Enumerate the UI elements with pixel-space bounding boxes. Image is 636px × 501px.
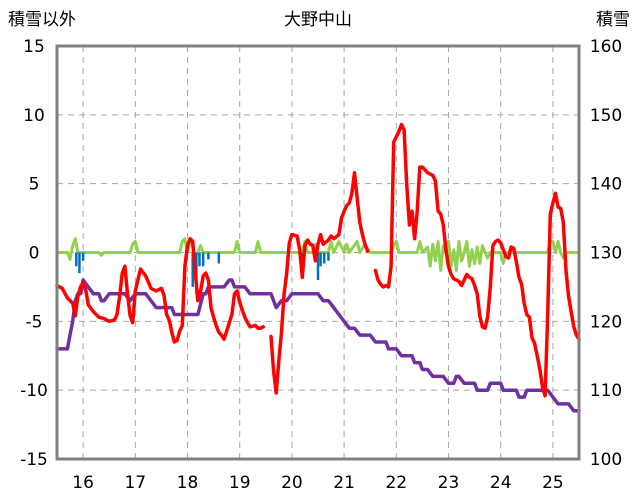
y-right-tick-label: 140	[590, 175, 622, 195]
y-left-tick-label: -10	[20, 381, 48, 401]
left-axis-title: 積雪以外	[8, 10, 76, 30]
x-tick-label: 16	[72, 473, 94, 493]
temperature-line	[269, 170, 370, 395]
snow_depth-line	[55, 278, 581, 413]
chart-title: 大野中山	[284, 10, 352, 30]
temperature-line	[373, 122, 581, 398]
y-right-tick-label: 150	[590, 106, 622, 126]
y-left-tick-label: 10	[23, 106, 45, 126]
x-tick-label: 24	[490, 473, 512, 493]
x-tick-label: 19	[229, 473, 251, 493]
data-series	[55, 122, 581, 413]
temperature-line	[55, 236, 265, 344]
y-left-tick-label: -15	[20, 450, 48, 470]
x-tick-label: 17	[124, 473, 146, 493]
x-tick-label: 20	[281, 473, 303, 493]
y-right-tick-label: 160	[590, 37, 622, 57]
plot-frame	[55, 44, 581, 461]
y-left-tick-label: -5	[26, 312, 43, 332]
x-tick-label: 23	[438, 473, 460, 493]
x-tick-label: 21	[333, 473, 355, 493]
y-right-tick-label: 120	[590, 312, 622, 332]
y-right-tick-label: 100	[590, 450, 622, 470]
x-tick-label: 18	[177, 473, 199, 493]
x-tick-label: 25	[542, 473, 564, 493]
sunshine-line	[55, 237, 581, 272]
y-right-tick-label: 110	[590, 381, 622, 401]
y-right-tick-label: 130	[590, 244, 622, 264]
y-left-tick-label: 0	[29, 244, 40, 264]
y-left-tick-label: 15	[23, 37, 45, 57]
y-left-tick-label: 5	[29, 175, 40, 195]
right-axis-title: 積雪	[596, 10, 630, 30]
x-tick-label: 22	[385, 473, 407, 493]
tick-labels: 15 10 5 0 -5 -10 -15 160 150 140 130 120 110 100 16 17 1…	[20, 37, 622, 493]
